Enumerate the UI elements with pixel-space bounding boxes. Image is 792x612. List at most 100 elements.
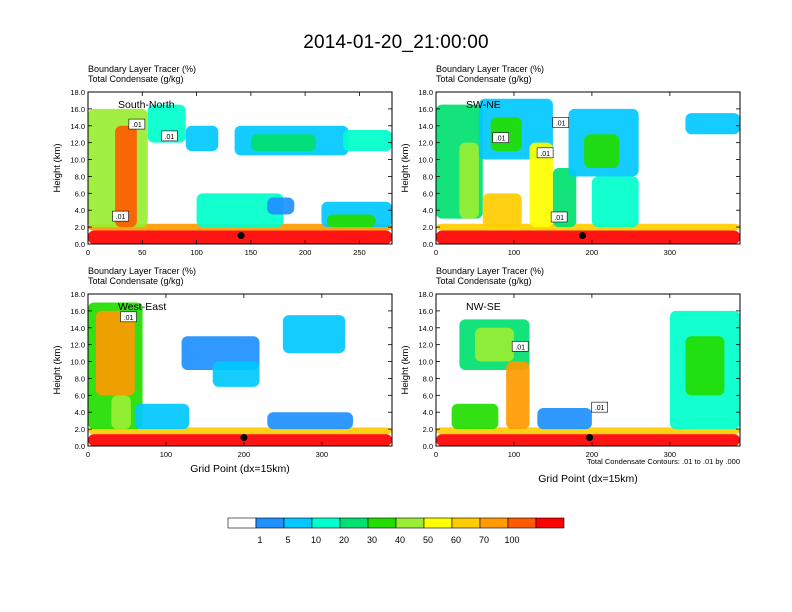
tracer-field <box>436 310 740 446</box>
y-tick-label: 16.0 <box>418 307 433 316</box>
panel-title-tracer: Boundary Layer Tracer (%) <box>88 266 196 276</box>
tracer-region <box>451 403 499 430</box>
x-tick-label: 300 <box>664 450 677 459</box>
tracer-field <box>88 302 392 446</box>
tracer-region <box>111 395 131 430</box>
plot-frame <box>435 91 741 245</box>
y-tick-label: 8.0 <box>423 172 433 181</box>
x-tick-label: 0 <box>86 248 90 257</box>
y-tick-label: 2.0 <box>423 425 433 434</box>
x-tick-label: 100 <box>160 450 173 459</box>
x-tick-label: 0 <box>434 450 438 459</box>
y-tick-label: 16.0 <box>70 307 85 316</box>
tracer-region <box>436 223 740 231</box>
y-axis-label: Height (km) <box>52 143 63 192</box>
y-tick-label: 6.0 <box>75 189 85 198</box>
tracer-region <box>506 361 530 430</box>
y-tick-label: 8.0 <box>75 374 85 383</box>
tracer-region <box>267 197 295 215</box>
tracer-region <box>250 134 316 152</box>
y-tick-label: 18.0 <box>418 88 433 97</box>
y-tick-label: 16.0 <box>70 105 85 114</box>
panel-title-condensate: Total Condensate (g/kg) <box>436 74 532 84</box>
colorbar-label: 1 <box>257 535 262 545</box>
tracer-region <box>685 336 725 396</box>
tracer-region <box>529 142 553 228</box>
contour-label-box <box>112 210 129 222</box>
colorbar-label: 60 <box>451 535 461 545</box>
plot-frame <box>87 293 393 447</box>
tracer-region <box>196 193 284 228</box>
contour-label: .01 <box>554 215 564 222</box>
x-tick-label: 100 <box>508 450 521 459</box>
y-tick-label: 2.0 <box>423 223 433 232</box>
y-tick-label: 6.0 <box>423 189 433 198</box>
tracer-region <box>185 125 219 152</box>
y-tick-label: 6.0 <box>423 391 433 400</box>
y-axis-label: Height (km) <box>400 345 411 394</box>
colorbar-swatch <box>255 517 285 529</box>
tracer-region <box>115 125 137 228</box>
y-tick-label: 4.0 <box>423 206 433 215</box>
panel-4: Boundary Layer Tracer (%) Total Condensat… <box>400 266 741 485</box>
y-tick-label: 4.0 <box>75 408 85 417</box>
tracer-region <box>88 434 392 446</box>
tracer-region <box>282 315 346 354</box>
y-tick-label: 16.0 <box>418 105 433 114</box>
x-tick-label: 300 <box>664 248 677 257</box>
y-tick-label: 10.0 <box>70 358 85 367</box>
colorbar-swatch <box>507 517 537 529</box>
figure-title: 2014-01-20_21:00:00 <box>303 32 489 53</box>
tracer-region <box>326 214 376 228</box>
plot-frame <box>87 91 393 245</box>
y-tick-label: 10.0 <box>70 156 85 165</box>
y-tick-label: 0.0 <box>423 240 433 249</box>
tracer-region <box>482 193 522 228</box>
y-axis-label: Height (km) <box>52 345 63 394</box>
tracer-region <box>685 113 740 135</box>
tracer-region <box>436 230 740 244</box>
tracer-region <box>267 412 354 430</box>
panel-title-condensate: Total Condensate (g/kg) <box>88 74 184 84</box>
panel-title-condensate: Total Condensate (g/kg) <box>88 276 184 286</box>
tracer-region <box>436 427 740 435</box>
contour-label-box <box>120 311 137 323</box>
contour-label: .01 <box>116 214 126 221</box>
panel-2: Boundary Layer Tracer (%)Total Condensat… <box>400 64 741 257</box>
panel-title-tracer: Boundary Layer Tracer (%) <box>88 64 196 74</box>
contour-label-box <box>511 341 529 352</box>
x-tick-label: 250 <box>353 248 366 257</box>
x-tick-label: 100 <box>190 248 203 257</box>
y-tick-label: 12.0 <box>418 341 433 350</box>
cross-section-label: South-North <box>118 99 175 111</box>
contour-note: Total Condensate Contours: .01 to .01 by… <box>587 457 740 466</box>
colorbar-swatch <box>367 517 397 529</box>
tracer-region <box>134 403 190 430</box>
panel-title-tracer: Boundary Layer Tracer (%) <box>436 266 544 276</box>
y-tick-label: 10.0 <box>418 358 433 367</box>
cross-section-label: SW-NE <box>466 99 501 111</box>
tracer-field <box>88 104 392 244</box>
colorbar-swatch <box>339 517 369 529</box>
colorbar-label: 10 <box>311 535 321 545</box>
y-tick-label: 14.0 <box>418 324 433 333</box>
y-tick-label: 2.0 <box>75 425 85 434</box>
colorbar-label: 70 <box>479 535 489 545</box>
colorbar-swatch <box>423 517 453 529</box>
contour-label-box <box>550 211 568 223</box>
contour-label: .01 <box>165 134 175 141</box>
y-tick-label: 18.0 <box>70 290 85 299</box>
tracer-region <box>591 176 639 228</box>
location-marker <box>579 232 587 240</box>
colorbar-swatch <box>283 517 313 529</box>
panel-3: Boundary Layer Tracer (%)Total Condensat… <box>52 266 393 475</box>
y-tick-label: 14.0 <box>70 324 85 333</box>
cross-section-label: NW-SE <box>466 301 501 313</box>
contour-label: .01 <box>496 136 506 143</box>
x-axis-label: Grid Point (dx=15km) <box>190 463 290 475</box>
x-axis-label: Grid Point (dx=15km) <box>538 473 638 485</box>
x-tick-label: 200 <box>586 248 599 257</box>
colorbar-label: 30 <box>367 535 377 545</box>
panel-1: Boundary Layer Tracer (%)Total Condensat… <box>52 64 393 257</box>
tracer-region <box>459 142 479 219</box>
